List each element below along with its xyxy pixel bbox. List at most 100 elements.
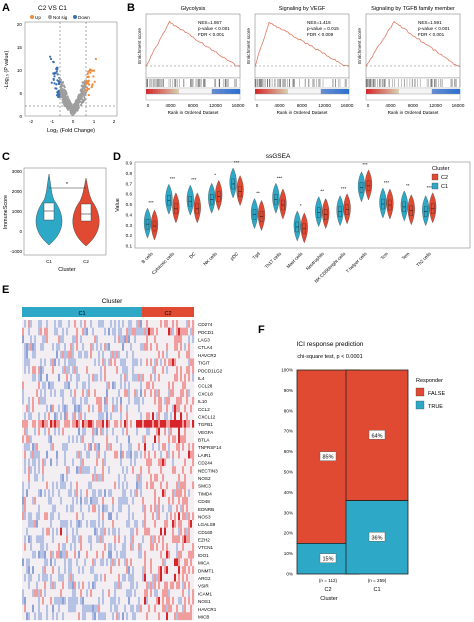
heatmap-cell	[32, 543, 35, 551]
heatmap-cell	[30, 381, 33, 390]
heatmap-cell	[90, 350, 93, 359]
heatmap-cell	[124, 550, 127, 559]
heatmap-cell	[26, 389, 29, 398]
heatmap-cell	[88, 427, 91, 436]
heatmap-cell	[88, 443, 91, 451]
heatmap-cell	[60, 512, 63, 521]
heatmap-cell	[96, 358, 99, 367]
heatmap-cell	[150, 420, 153, 428]
heatmap-cell	[46, 535, 49, 544]
heatmap-cell	[160, 512, 163, 521]
heatmap-cell	[34, 573, 37, 582]
heatmap-cell	[30, 481, 33, 490]
panel-a-volcano: C2 VS C1 Up Not sig Down 0 5 10 15 20 -2…	[4, 5, 118, 134]
volcano-point	[93, 80, 96, 83]
heatmap-cell	[26, 381, 29, 390]
heatmap-cell	[110, 404, 113, 413]
heatmap-cell	[138, 458, 141, 467]
heatmap-cell	[116, 543, 119, 551]
heatmap-cell	[64, 581, 67, 590]
heatmap-cell	[26, 566, 29, 574]
heatmap-cell	[102, 358, 105, 367]
heatmap-cell	[60, 450, 63, 459]
heatmap-cell	[148, 473, 151, 482]
heatmap-cell	[92, 450, 95, 459]
heatmap-cell	[148, 320, 151, 328]
heatmap-cell	[190, 427, 193, 436]
heatmap-cell	[190, 566, 193, 574]
heatmap-cell	[166, 420, 169, 428]
heatmap-cell	[142, 589, 145, 598]
heatmap-cell	[28, 520, 31, 528]
heatmap-cell	[26, 420, 29, 428]
heatmap-cell	[70, 558, 73, 567]
heatmap-cell	[178, 489, 181, 498]
gsea-rank-color	[197, 89, 201, 94]
heatmap-cell	[40, 366, 43, 374]
heatmap-cell	[68, 320, 71, 328]
ssgsea-ytick: 0.7	[126, 181, 133, 186]
heatmap-cell	[74, 373, 77, 382]
heatmap-cell	[60, 466, 63, 474]
heatmap-cell	[48, 412, 51, 421]
volcano-point	[52, 77, 55, 80]
heatmap-cell	[130, 404, 133, 413]
heatmap-cell	[136, 466, 139, 474]
heatmap-cell	[184, 512, 187, 521]
heatmap-cell	[38, 373, 41, 382]
heatmap-cell	[120, 512, 123, 521]
heatmap-cell	[124, 320, 127, 328]
heatmap-cell	[118, 473, 121, 482]
heatmap-cell	[140, 327, 143, 336]
heatmap-cell	[88, 612, 91, 621]
heatmap-cell	[68, 381, 71, 390]
gsea-rank-color	[204, 89, 208, 94]
heatmap-cell	[172, 473, 175, 482]
heatmap-cell	[88, 373, 91, 382]
heatmap-cell	[116, 389, 119, 398]
ici-ytick: 10%	[284, 551, 293, 556]
heatmap-cell	[104, 612, 107, 621]
heatmap-cell	[182, 427, 185, 436]
heatmap-cell	[54, 435, 57, 444]
heatmap-cell	[94, 573, 97, 582]
heatmap-cell	[174, 473, 177, 482]
heatmap-cell	[158, 558, 161, 567]
heatmap-cell	[142, 496, 145, 505]
heatmap-cell	[178, 527, 181, 536]
heatmap-cell	[154, 381, 157, 390]
heatmap-cell	[26, 458, 29, 467]
heatmap-cell	[60, 581, 63, 590]
gsea-rank-color	[164, 89, 168, 94]
heatmap-cell	[148, 596, 151, 605]
heatmap-cell	[92, 466, 95, 474]
heatmap-cell	[186, 320, 189, 328]
heatmap-cell	[180, 427, 183, 436]
heatmap-cell	[28, 435, 31, 444]
heatmap-cell	[112, 358, 115, 367]
heatmap-cell	[124, 435, 127, 444]
heatmap-cell	[134, 543, 137, 551]
heatmap-cell	[152, 450, 155, 459]
volcano-point	[65, 91, 68, 95]
heatmap-cell	[100, 427, 103, 436]
heatmap-cell	[28, 527, 31, 536]
heatmap-cell	[96, 473, 99, 482]
heatmap-cell	[48, 543, 51, 551]
heatmap-gene-label: VEGFA	[198, 430, 214, 435]
heatmap-cell	[56, 558, 59, 567]
heatmap-cell	[96, 381, 99, 390]
heatmap-cell	[84, 550, 87, 559]
heatmap-cell	[134, 420, 137, 428]
gsea-rank-color	[422, 89, 426, 94]
heatmap-cell	[70, 373, 73, 382]
heatmap-cell	[152, 404, 155, 413]
heatmap-cell	[132, 381, 135, 390]
heatmap-cell	[66, 443, 69, 451]
heatmap-cell	[114, 550, 117, 559]
gsea-rank-color	[337, 89, 340, 94]
heatmap-cell	[118, 396, 121, 405]
heatmap-cell	[102, 320, 105, 328]
heatmap-cell	[186, 558, 189, 567]
heatmap-cell	[84, 543, 87, 551]
